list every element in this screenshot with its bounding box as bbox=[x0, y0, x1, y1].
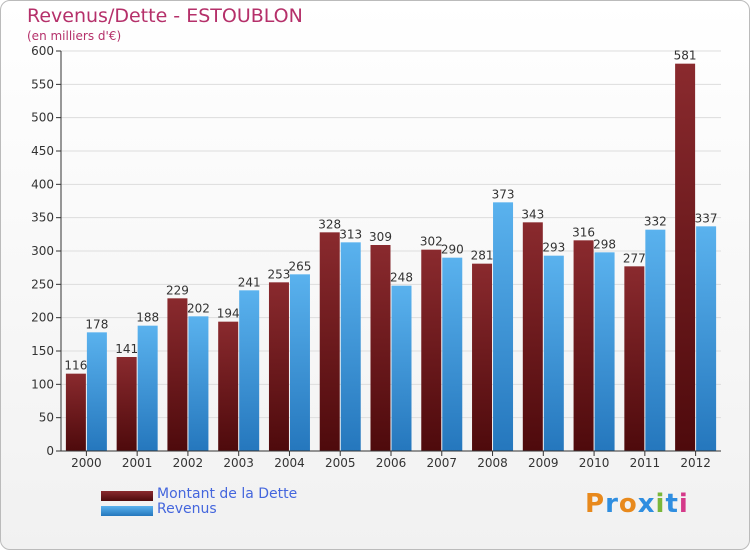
bar-revenus-2005 bbox=[340, 242, 361, 451]
x-tick-label: 2006 bbox=[376, 456, 407, 470]
bar-dette-2001 bbox=[116, 357, 137, 451]
y-tick-label: 200 bbox=[31, 311, 54, 325]
data-label-dette-2003: 194 bbox=[217, 307, 240, 321]
bar-dette-2003 bbox=[218, 321, 239, 451]
chart-subtitle: (en milliers d'€) bbox=[27, 29, 122, 43]
data-label-revenus-2002: 202 bbox=[187, 301, 210, 315]
data-label-revenus-2005: 313 bbox=[339, 227, 362, 241]
data-label-revenus-2000: 178 bbox=[85, 317, 108, 331]
x-tick-label: 2005 bbox=[325, 456, 356, 470]
bar-revenus-2008 bbox=[493, 202, 514, 451]
bar-revenus-2006 bbox=[391, 285, 412, 451]
bar-dette-2005 bbox=[319, 232, 340, 451]
y-tick-label: 600 bbox=[31, 44, 54, 58]
x-tick-label: 2003 bbox=[223, 456, 254, 470]
data-label-revenus-2004: 265 bbox=[289, 259, 312, 273]
bar-revenus-2003 bbox=[239, 290, 260, 451]
x-tick-label: 2007 bbox=[426, 456, 457, 470]
logo-letter: r bbox=[605, 489, 619, 519]
bar-revenus-2004 bbox=[289, 274, 310, 451]
data-label-revenus-2007: 290 bbox=[441, 243, 464, 257]
y-tick-label: 400 bbox=[31, 177, 54, 191]
data-label-revenus-2001: 188 bbox=[136, 311, 159, 325]
x-tick-label: 2011 bbox=[630, 456, 661, 470]
bar-dette-2010 bbox=[573, 240, 594, 451]
y-tick-label: 350 bbox=[31, 211, 54, 225]
bar-revenus-2007 bbox=[442, 257, 463, 451]
bar-dette-2000 bbox=[65, 373, 86, 451]
data-label-dette-2012: 581 bbox=[674, 49, 697, 63]
bar-revenus-2009 bbox=[543, 255, 564, 451]
bar-revenus-2002 bbox=[188, 316, 209, 451]
data-label-revenus-2010: 298 bbox=[593, 237, 616, 251]
data-label-dette-2005: 328 bbox=[318, 217, 341, 231]
data-label-dette-2011: 277 bbox=[623, 251, 646, 265]
data-label-dette-2002: 229 bbox=[166, 283, 189, 297]
y-tick-label: 500 bbox=[31, 111, 54, 125]
data-label-revenus-2009: 293 bbox=[542, 241, 565, 255]
bar-dette-2004 bbox=[268, 282, 289, 451]
logo-letter: P bbox=[585, 489, 606, 519]
y-tick-label: 250 bbox=[31, 277, 54, 291]
data-label-dette-2000: 116 bbox=[64, 359, 87, 373]
x-tick-label: 2010 bbox=[579, 456, 610, 470]
bar-dette-2002 bbox=[167, 298, 188, 451]
y-tick-label: 0 bbox=[46, 444, 54, 458]
proxiti-logo: Proxiti bbox=[585, 489, 689, 519]
legend-label-revenus: Revenus bbox=[157, 501, 217, 517]
data-label-dette-2010: 316 bbox=[572, 225, 595, 239]
logo-letter: i bbox=[655, 489, 666, 519]
bar-dette-2012 bbox=[675, 63, 696, 452]
x-tick-label: 2012 bbox=[680, 456, 711, 470]
bar-dette-2006 bbox=[370, 245, 391, 451]
x-tick-label: 2008 bbox=[477, 456, 508, 470]
bar-revenus-2000 bbox=[86, 332, 107, 451]
bar-revenus-2010 bbox=[594, 252, 615, 451]
data-label-revenus-2011: 332 bbox=[644, 215, 667, 229]
bar-dette-2007 bbox=[421, 249, 442, 451]
y-tick-label: 150 bbox=[31, 344, 54, 358]
bar-revenus-2011 bbox=[645, 229, 666, 451]
data-label-dette-2001: 141 bbox=[115, 342, 138, 356]
chart-title: Revenus/Dette - ESTOUBLON bbox=[27, 5, 303, 27]
data-label-dette-2004: 253 bbox=[268, 267, 291, 281]
data-label-revenus-2006: 248 bbox=[390, 271, 413, 285]
data-label-revenus-2003: 241 bbox=[238, 275, 261, 289]
data-label-revenus-2008: 373 bbox=[492, 187, 515, 201]
x-tick-label: 2004 bbox=[274, 456, 305, 470]
bar-dette-2011 bbox=[624, 266, 645, 451]
data-label-revenus-2012: 337 bbox=[695, 211, 718, 225]
bar-revenus-2001 bbox=[137, 325, 158, 451]
logo-letter: x bbox=[637, 489, 656, 519]
legend-swatch-dette bbox=[101, 491, 153, 501]
data-label-dette-2007: 302 bbox=[420, 235, 443, 249]
y-tick-label: 450 bbox=[31, 144, 54, 158]
x-tick-label: 2001 bbox=[122, 456, 153, 470]
y-tick-label: 550 bbox=[31, 77, 54, 91]
bar-dette-2009 bbox=[522, 222, 543, 451]
legend-label-dette: Montant de la Dette bbox=[157, 486, 298, 502]
logo-letter: i bbox=[678, 489, 689, 519]
x-tick-label: 2000 bbox=[71, 456, 102, 470]
logo-letter: t bbox=[665, 489, 679, 519]
x-tick-label: 2009 bbox=[528, 456, 559, 470]
data-label-dette-2008: 281 bbox=[471, 249, 494, 263]
legend-swatch-revenus bbox=[101, 506, 153, 516]
x-tick-label: 2002 bbox=[173, 456, 204, 470]
data-label-dette-2009: 343 bbox=[521, 207, 544, 221]
bar-revenus-2012 bbox=[696, 226, 717, 451]
y-tick-label: 50 bbox=[39, 411, 54, 425]
y-tick-label: 100 bbox=[31, 377, 54, 391]
data-label-dette-2006: 309 bbox=[369, 230, 392, 244]
y-tick-label: 300 bbox=[31, 244, 54, 258]
bar-dette-2008 bbox=[472, 263, 493, 451]
logo-letter: o bbox=[618, 489, 638, 519]
